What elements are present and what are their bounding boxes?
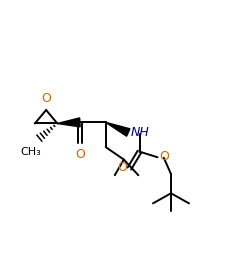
Text: O: O (160, 150, 170, 163)
Text: O: O (41, 92, 51, 105)
Polygon shape (57, 118, 80, 127)
Text: CH₃: CH₃ (20, 147, 41, 157)
Text: O: O (75, 148, 85, 161)
Text: NH: NH (130, 126, 149, 139)
Polygon shape (106, 122, 130, 136)
Text: O: O (117, 161, 127, 174)
